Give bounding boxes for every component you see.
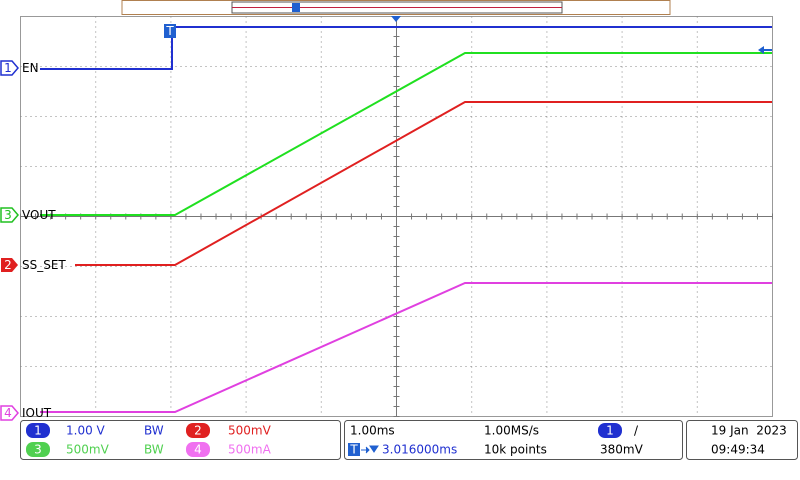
ch3-marker (0, 207, 19, 223)
ch1-badge-number: 1 (34, 424, 42, 438)
trace-iout (40, 282, 772, 413)
ch1-scale: 1.00 V (66, 424, 106, 438)
record-position (292, 3, 300, 12)
ch3-label: VOUT (22, 208, 56, 222)
ch3-marker-number: 3 (4, 208, 12, 222)
graticule (20, 16, 773, 417)
ch4-badge-number: 4 (194, 443, 202, 457)
delay-icon-box (348, 443, 360, 456)
delay: 3.016000ms (382, 443, 457, 457)
trigger-slope: / (634, 424, 639, 438)
record-points: 10k points (484, 443, 547, 457)
datetime-panel (686, 420, 798, 460)
time: 09:49:34 (711, 443, 765, 457)
ch2-marker-number: 2 (4, 258, 12, 272)
ch4-marker-number: 4 (4, 406, 12, 420)
delay-icon: T (349, 443, 358, 457)
trace-vout (40, 52, 772, 216)
trace-en (40, 26, 772, 70)
trigger-marker-box (164, 24, 176, 38)
timebase: 1.00ms (350, 424, 395, 438)
ch3-badge (26, 442, 50, 457)
trace-ss-set (75, 101, 772, 266)
ch1-marker-number: 1 (4, 61, 12, 75)
date: 19 Jan 2023 (711, 424, 787, 438)
ch4-scale: 500mA (228, 443, 272, 457)
ch2-scale: 500mV (228, 424, 272, 438)
channel-markers: 1 EN 3 VOUT 2 SS_SET 4 IOUT (0, 60, 66, 421)
ch1-bw: BW (144, 424, 164, 438)
trigger-source-badge (598, 423, 622, 438)
ch2-label: SS_SET (22, 258, 66, 272)
ch3-badge-number: 3 (34, 443, 42, 457)
ch3-scale: 500mV (66, 443, 110, 457)
ch4-label: IOUT (22, 406, 52, 420)
ch2-marker (1, 258, 18, 272)
trigger-marker: T (165, 24, 174, 38)
trigger-source: 1 (606, 424, 614, 438)
ch2-badge-number: 2 (194, 424, 202, 438)
ch4-badge (186, 442, 210, 457)
channel-panel (20, 420, 341, 460)
trigger-level: 380mV (600, 443, 644, 457)
sample-rate: 1.00MS/s (484, 424, 539, 438)
ch3-bw: BW (144, 443, 164, 457)
delay-arrow (361, 445, 379, 454)
ch1-badge (26, 423, 50, 438)
ch1-label: EN (22, 61, 39, 75)
trigger-level-marker (758, 46, 772, 54)
trigger-position-arrow (391, 16, 401, 22)
ch4-marker (0, 405, 19, 421)
ch2-badge (186, 423, 210, 438)
ch1-marker (0, 60, 19, 76)
